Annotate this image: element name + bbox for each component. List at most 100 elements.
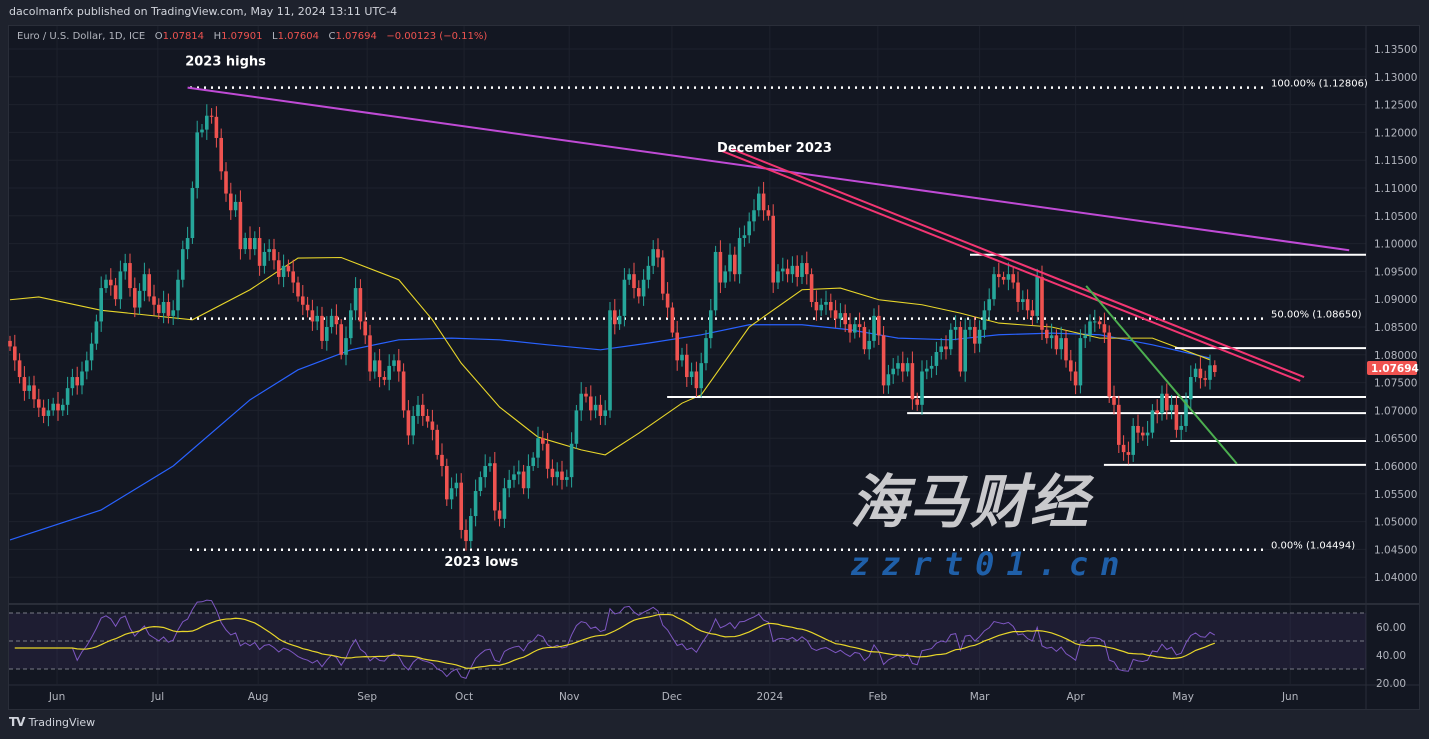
candle-body	[1131, 425, 1135, 455]
candle-body	[848, 324, 852, 333]
candle-body	[61, 404, 65, 411]
candle-body	[1001, 276, 1006, 280]
candle-body	[1165, 393, 1169, 411]
candle-body	[641, 279, 646, 297]
close-label: C	[328, 31, 336, 42]
candle-body	[953, 327, 958, 330]
candle-body	[949, 329, 953, 350]
candle-body	[757, 193, 761, 211]
candle-body	[584, 393, 588, 397]
candle-body	[329, 315, 334, 327]
candle-body	[181, 249, 185, 280]
candle-body	[425, 415, 430, 422]
candle-body	[387, 365, 391, 380]
candle-body	[219, 137, 223, 172]
candle-body	[589, 396, 593, 411]
candle-body	[713, 251, 718, 311]
candle-body	[555, 471, 559, 478]
candle-body	[440, 454, 444, 466]
moving-average-fast	[9, 256, 1211, 456]
candle-body	[166, 301, 171, 316]
candle-body	[1203, 378, 1207, 380]
candle-body	[675, 332, 679, 361]
y-axis-tick-label: 1.06500	[1374, 433, 1417, 445]
candle-body	[1213, 365, 1217, 373]
candle-body	[377, 360, 382, 378]
candle-body	[478, 477, 483, 492]
candle-body	[920, 371, 924, 405]
candle-body	[320, 315, 324, 341]
candle-body	[997, 274, 1001, 277]
candle-body	[766, 210, 771, 216]
candle-body	[1069, 360, 1073, 372]
x-axis-tick-label: Jul	[151, 691, 165, 703]
candle-body	[718, 251, 723, 283]
candle-body	[243, 238, 247, 250]
y-axis-tick-label: 1.12000	[1374, 127, 1417, 139]
candle-body	[521, 471, 526, 489]
candle-body	[1102, 324, 1107, 333]
candle-body	[65, 388, 70, 405]
x-axis-tick-label: 2024	[756, 691, 783, 703]
candle-body	[214, 116, 219, 138]
candle-body	[435, 429, 439, 455]
change-value: −0.00123 (−0.11%)	[386, 31, 488, 42]
candle-body	[152, 296, 156, 305]
candle-body	[704, 338, 708, 364]
candle-body	[277, 260, 281, 277]
candle-body	[296, 282, 300, 297]
candle-body	[752, 210, 756, 222]
candle-body	[224, 171, 228, 194]
candle-body	[512, 474, 516, 480]
candle-body	[1088, 321, 1092, 336]
candle-body	[104, 279, 108, 289]
candle-body	[358, 288, 363, 322]
candle-body	[805, 263, 809, 275]
x-axis-tick-label: Apr	[1067, 691, 1086, 703]
candle-body	[531, 457, 535, 466]
candle-body	[910, 363, 915, 400]
april-trendline	[1085, 285, 1238, 465]
x-axis-tick-label: Oct	[455, 691, 473, 703]
candle-body	[56, 403, 60, 411]
last-price-badge	[1367, 361, 1417, 375]
candle-body	[161, 301, 166, 314]
candle-body	[795, 265, 799, 277]
last-price-label: 1.07694	[1371, 363, 1419, 375]
candle-body	[824, 301, 828, 305]
chart-annotation: 2023 lows	[444, 555, 518, 570]
candle-body	[464, 529, 468, 542]
candle-body	[89, 343, 94, 361]
chart-annotation: 2023 highs	[185, 55, 266, 70]
y-axis-tick-label: 1.13000	[1374, 72, 1417, 84]
candle-body	[137, 290, 142, 308]
candle-body	[617, 315, 622, 325]
low-label: L	[272, 31, 278, 42]
y-axis-tick-label: 1.10000	[1374, 239, 1417, 251]
candle-body	[1126, 452, 1131, 455]
candle-body	[421, 404, 425, 416]
candle-body	[382, 377, 387, 380]
candle-body	[872, 315, 876, 341]
x-axis-tick-label: Dec	[662, 691, 683, 703]
candle-body	[843, 313, 847, 325]
candle-body	[142, 274, 147, 291]
candle-body	[133, 288, 137, 308]
chart-panel[interactable]	[8, 25, 1420, 710]
candle-body	[80, 371, 84, 386]
candle-body	[867, 340, 871, 350]
candle-body	[8, 340, 12, 347]
candle-body	[488, 463, 492, 466]
fib-level-label: 50.00% (1.08650)	[1271, 310, 1362, 321]
candle-body	[862, 327, 867, 350]
candle-body	[349, 310, 353, 339]
candle-body	[118, 271, 123, 300]
candle-body	[651, 249, 655, 266]
candle-body	[305, 304, 310, 311]
candle-body	[987, 299, 991, 311]
tradingview-footer[interactable]: TV TradingView	[9, 715, 95, 729]
candle-body	[262, 251, 267, 266]
candle-body	[742, 235, 747, 239]
candle-body	[113, 285, 118, 300]
